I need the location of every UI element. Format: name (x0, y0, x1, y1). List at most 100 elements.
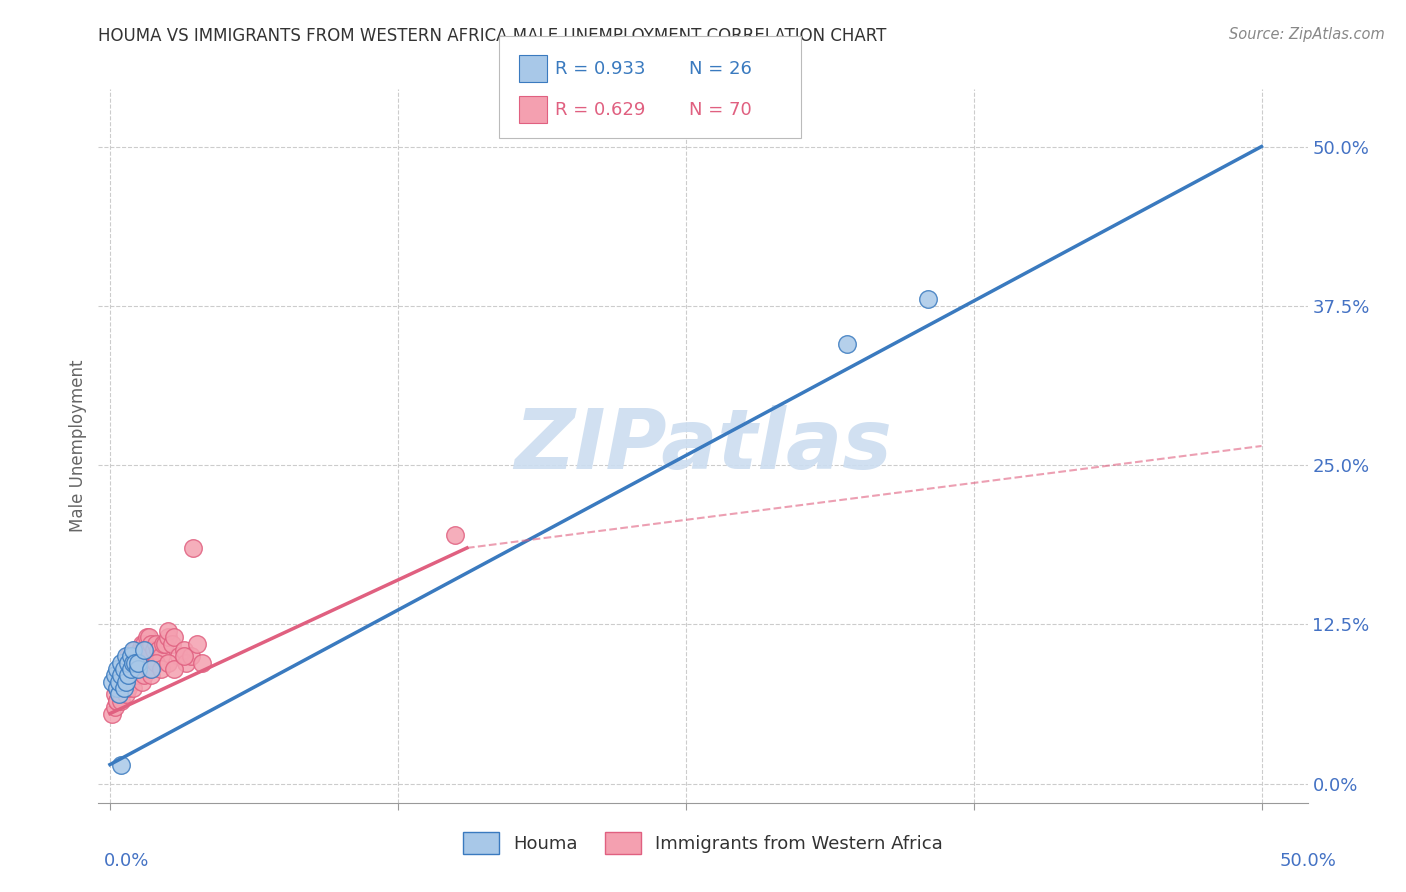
Point (127, 662, 149, 676)
Point (142, 643, 165, 657)
Text: HOUMA VS IMMIGRANTS FROM WESTERN AFRICA MALE UNEMPLOYMENT CORRELATION CHART: HOUMA VS IMMIGRANTS FROM WESTERN AFRICA … (98, 27, 887, 45)
Point (103, 700, 125, 714)
Legend: Houma, Immigrants from Western Africa: Houma, Immigrants from Western Africa (456, 825, 950, 862)
Point (138, 643, 160, 657)
Point (127, 662, 149, 676)
Point (108, 688, 131, 702)
Point (127, 668, 149, 682)
Point (105, 694, 128, 708)
Point (117, 668, 139, 682)
Point (112, 674, 135, 689)
Text: ZIPatlas: ZIPatlas (515, 406, 891, 486)
Point (120, 649, 142, 664)
Point (124, 656, 146, 670)
Text: N = 70: N = 70 (689, 101, 752, 119)
Point (112, 662, 135, 676)
Point (180, 649, 202, 664)
Point (115, 688, 138, 702)
Point (128, 656, 150, 670)
Point (163, 662, 186, 676)
Point (122, 681, 145, 695)
Text: R = 0.629: R = 0.629 (555, 101, 645, 119)
Point (181, 541, 204, 555)
Point (149, 662, 172, 676)
Point (145, 636, 167, 650)
Point (156, 624, 179, 638)
Point (120, 668, 142, 682)
Point (101, 674, 124, 689)
Point (174, 656, 197, 670)
Point (186, 636, 208, 650)
Point (108, 688, 131, 702)
Point (145, 656, 167, 670)
Point (101, 706, 124, 721)
Point (122, 656, 145, 670)
Point (115, 674, 138, 689)
Point (103, 688, 125, 702)
Point (122, 649, 145, 664)
Point (141, 636, 163, 650)
Point (103, 668, 125, 682)
Text: Source: ZipAtlas.com: Source: ZipAtlas.com (1229, 27, 1385, 42)
Point (110, 656, 132, 670)
Point (134, 668, 156, 682)
Point (108, 681, 131, 695)
Text: 0.0%: 0.0% (104, 852, 149, 870)
Point (167, 649, 190, 664)
Point (138, 662, 160, 676)
Point (134, 643, 156, 657)
Point (152, 636, 174, 650)
Point (155, 636, 177, 650)
Point (122, 643, 145, 657)
Point (156, 656, 179, 670)
Point (191, 656, 214, 670)
Point (117, 656, 139, 670)
Point (110, 681, 132, 695)
Point (173, 649, 195, 664)
Point (127, 649, 149, 664)
Point (110, 694, 132, 708)
Point (135, 630, 157, 644)
Point (105, 681, 128, 695)
Point (120, 674, 142, 689)
Point (108, 674, 131, 689)
Point (917, 293, 939, 307)
Point (112, 662, 135, 676)
Point (160, 636, 183, 650)
Point (156, 630, 179, 644)
Point (173, 643, 195, 657)
Point (134, 649, 156, 664)
Point (117, 649, 139, 664)
Point (141, 662, 163, 676)
Point (105, 681, 128, 695)
Y-axis label: Male Unemployment: Male Unemployment (69, 359, 87, 533)
Point (134, 636, 156, 650)
Point (124, 643, 146, 657)
Point (163, 630, 186, 644)
Point (120, 662, 142, 676)
Point (117, 662, 139, 676)
Point (105, 694, 128, 708)
Point (444, 528, 467, 542)
Point (112, 681, 135, 695)
Point (124, 656, 146, 670)
Point (117, 681, 139, 695)
Point (110, 668, 132, 682)
Point (115, 656, 138, 670)
Point (105, 662, 128, 676)
Point (127, 656, 149, 670)
Point (112, 674, 135, 689)
Point (141, 668, 163, 682)
Point (110, 757, 132, 772)
Text: 50.0%: 50.0% (1279, 852, 1336, 870)
Point (131, 674, 153, 689)
Point (138, 630, 160, 644)
Point (122, 662, 145, 676)
Point (115, 649, 138, 664)
Point (120, 656, 142, 670)
Text: R = 0.933: R = 0.933 (555, 60, 645, 78)
Point (110, 668, 132, 682)
Point (115, 668, 138, 682)
Point (135, 643, 157, 657)
Point (128, 643, 150, 657)
